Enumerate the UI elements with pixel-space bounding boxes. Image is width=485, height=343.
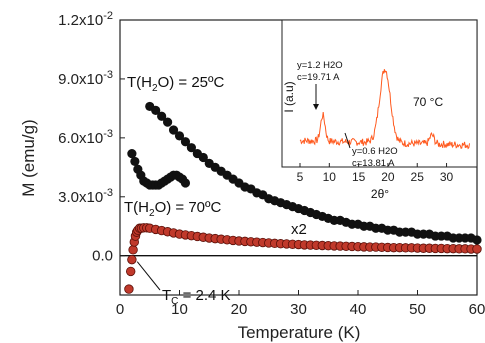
data-point <box>198 152 208 163</box>
x-tick-label: 10 <box>171 301 188 318</box>
y-tick-label: 9.0x10-3 <box>58 69 113 88</box>
x-tick-label: 60 <box>469 301 485 318</box>
annotation-x2: x2 <box>291 221 307 238</box>
inset-annotation-1-line2: c=19.71 A <box>297 72 340 83</box>
data-point <box>180 178 191 188</box>
data-point <box>157 111 167 121</box>
inset-x-tick-label: 15 <box>352 170 366 184</box>
data-point <box>151 105 161 115</box>
inset-x-tick-label: 5 <box>297 170 304 184</box>
inset-y-label: I (a.u) <box>282 81 296 112</box>
data-point <box>127 148 137 159</box>
main-data-points <box>124 101 482 294</box>
data-point <box>128 245 138 255</box>
annotation-25c: T(H2O) = 25ºC <box>127 74 224 94</box>
inset-x-label: 2θ° <box>371 187 389 201</box>
inset-annotation-2-line1: y=0.6 H2O <box>352 146 398 157</box>
data-point <box>180 137 191 147</box>
inset-xrd-plot: 5 10 15 20 25 30 I (a.u) 2θ° 70 °C y=1.2 H2O … <box>281 19 478 201</box>
x-tick-label: 0 <box>116 301 124 318</box>
inset-xrd-curve <box>299 69 470 150</box>
inset-x-tick-label: 25 <box>411 170 425 184</box>
y-tick-label: 1.2x10-2 <box>58 10 113 29</box>
data-point <box>127 254 137 265</box>
x-tick-label: 30 <box>290 301 307 318</box>
x-tick-label: 40 <box>350 301 367 318</box>
data-point <box>186 143 196 153</box>
inset-axis-ticks: 5 10 15 20 25 30 <box>297 163 454 184</box>
x-tick-label: 20 <box>231 301 248 318</box>
y-tick-label: 3.0x10-3 <box>58 187 113 206</box>
inset-x-tick-label: 30 <box>440 170 454 184</box>
inset-x-tick-label: 10 <box>323 170 337 184</box>
annotation-tc: TC = 2.4 K <box>162 287 231 307</box>
x-tick-label: 50 <box>409 301 426 318</box>
inset-annotation-2-line2: c=13.81 A <box>352 158 395 169</box>
main-axis-ticks: 0 10 20 30 40 50 60 0.0 3.0x10-3 6.0x10-3 9.0x10-3… <box>58 10 485 318</box>
annotation-70c: T(H2O) = 70ºC <box>124 199 221 219</box>
data-point <box>472 235 482 245</box>
data-point <box>174 131 185 141</box>
data-point <box>163 117 173 127</box>
inset-x-tick-label: 20 <box>381 170 395 184</box>
data-point <box>168 125 179 135</box>
y-tick-label: 6.0x10-3 <box>58 128 113 147</box>
data-point <box>126 266 136 277</box>
data-point <box>124 284 134 294</box>
data-point <box>472 244 482 254</box>
inset-annotation-1-line1: y=1.2 H2O <box>297 60 343 71</box>
x-axis-label: Temperature (K) <box>238 323 361 342</box>
inset-arrowhead-1 <box>313 104 319 110</box>
y-tick-label: 0.0 <box>92 248 113 265</box>
inset-arrow-2 <box>344 132 351 149</box>
y-axis-label: M (emu/g) <box>19 119 38 196</box>
inset-temperature-label: 70 °C <box>413 95 443 109</box>
data-point <box>130 156 140 167</box>
tc-arrow <box>136 261 161 291</box>
